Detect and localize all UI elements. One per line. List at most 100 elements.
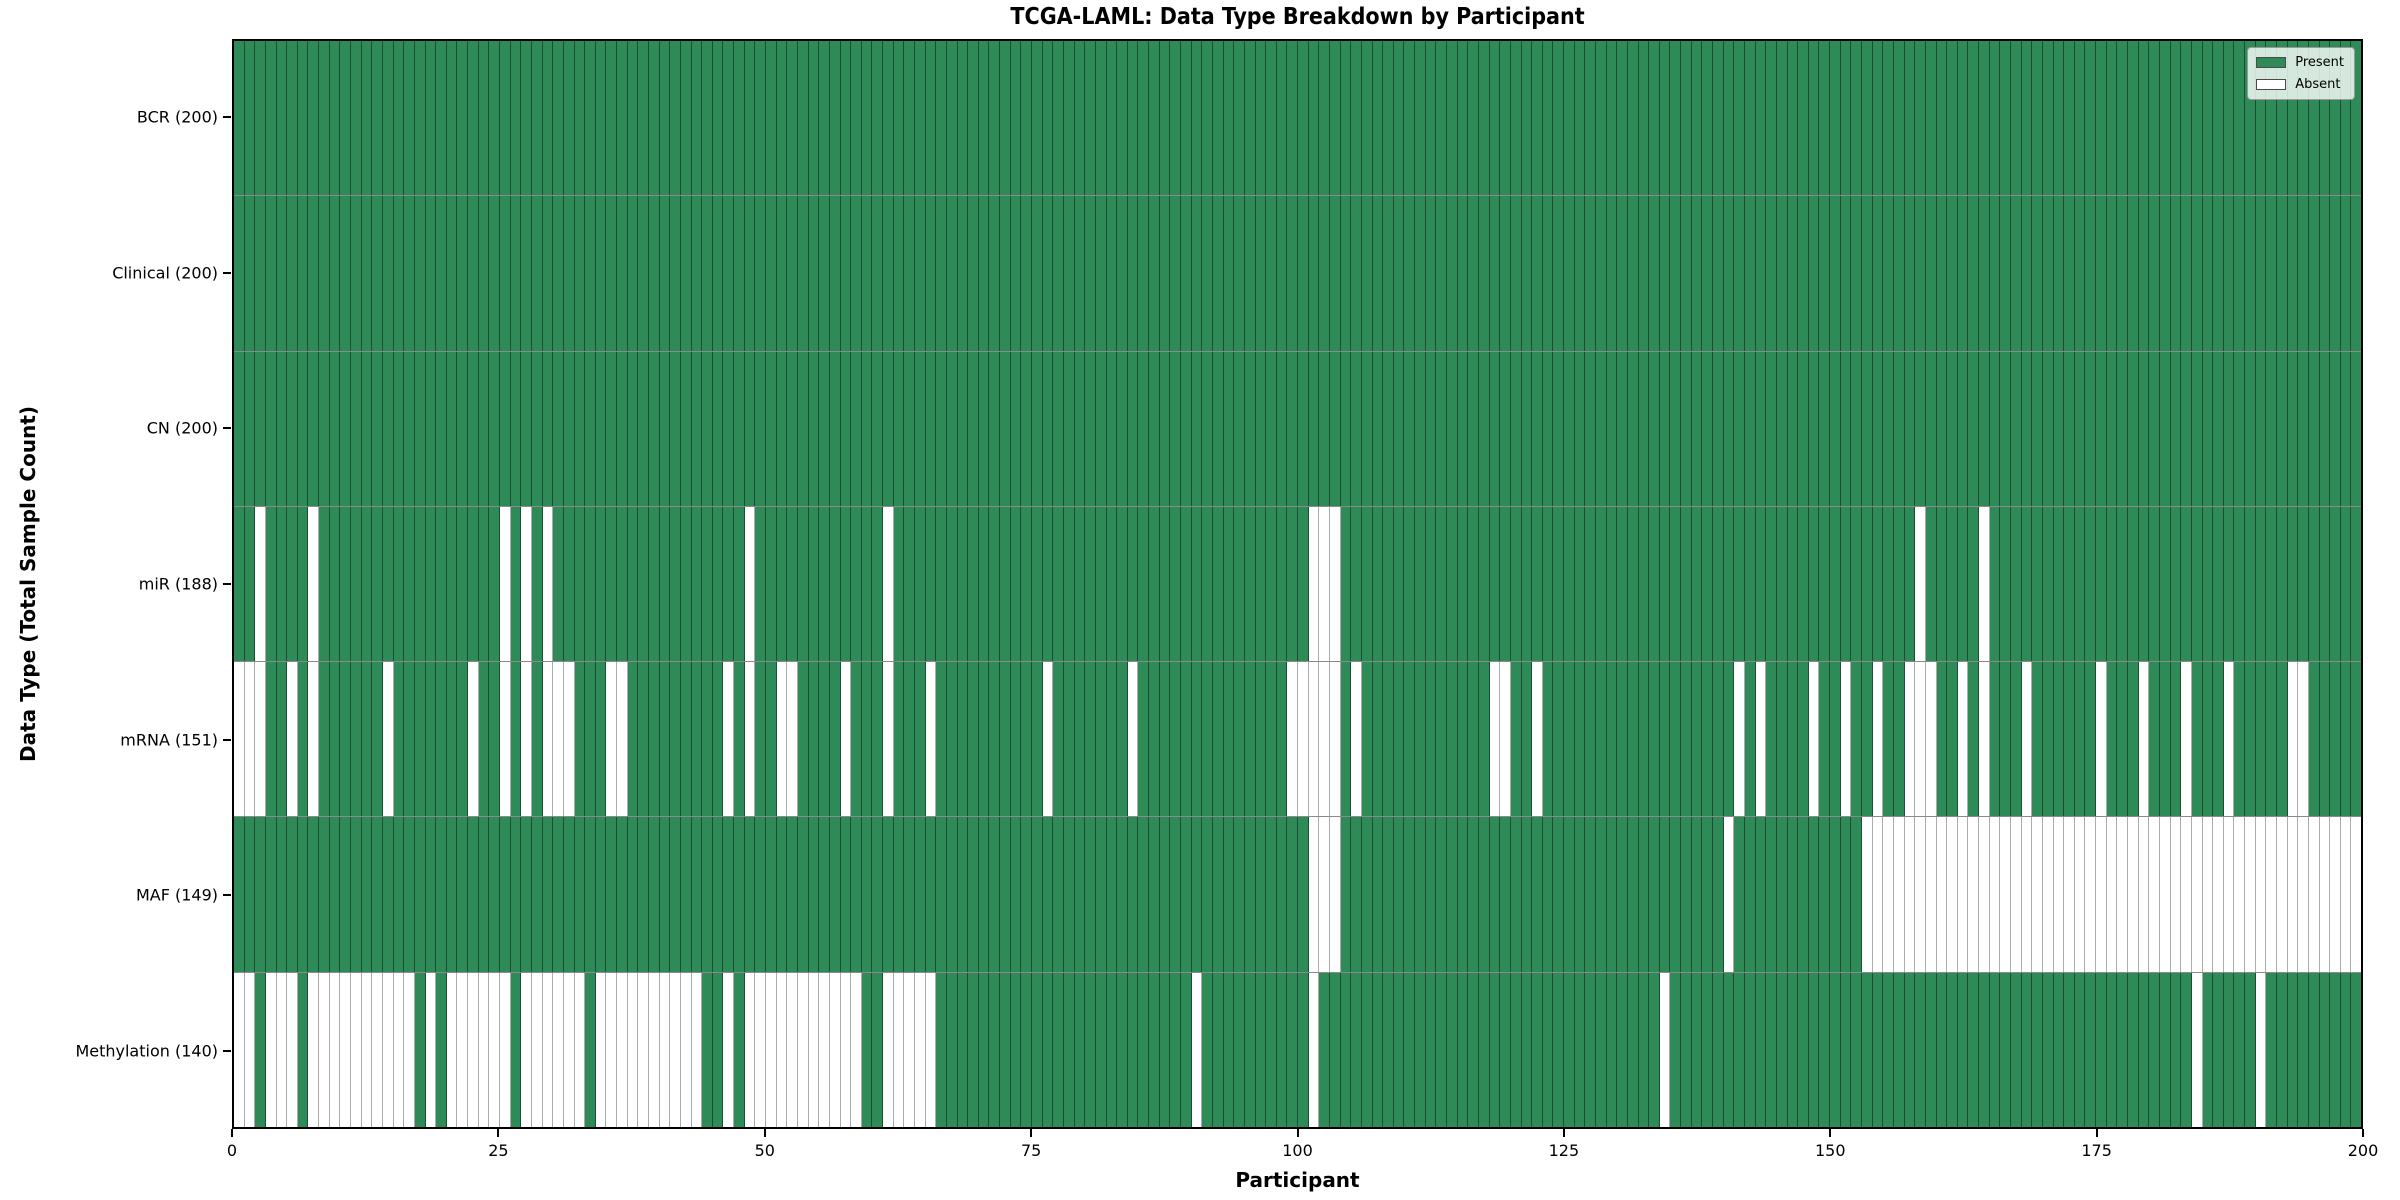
heatmap-cell bbox=[819, 196, 830, 351]
heatmap-cell bbox=[2287, 351, 2299, 506]
heatmap-cell bbox=[500, 817, 511, 972]
heatmap-cell bbox=[510, 196, 522, 351]
heatmap-cell bbox=[1383, 817, 1394, 972]
heatmap-cell bbox=[2245, 972, 2256, 1127]
heatmap-cell bbox=[1574, 972, 1586, 1127]
heatmap-cell bbox=[340, 41, 352, 196]
heatmap-cell bbox=[1308, 196, 1320, 351]
heatmap-cell bbox=[265, 662, 277, 817]
heatmap-cell bbox=[787, 196, 798, 351]
heatmap-cell bbox=[1351, 817, 1362, 972]
heatmap-cell bbox=[1361, 972, 1373, 1127]
heatmap-cell bbox=[2032, 196, 2043, 351]
heatmap-cell bbox=[1489, 506, 1501, 662]
heatmap-row-cn bbox=[234, 351, 2362, 507]
heatmap-cell bbox=[1521, 817, 1533, 972]
heatmap-cell bbox=[1510, 196, 1522, 351]
heatmap-cell bbox=[829, 972, 841, 1127]
heatmap-cell bbox=[1276, 41, 1288, 196]
heatmap-cell bbox=[1776, 817, 1788, 972]
heatmap-cell bbox=[1840, 506, 1852, 662]
heatmap-cell bbox=[1149, 351, 1160, 506]
heatmap-cell bbox=[1819, 817, 1831, 972]
legend-label: Present bbox=[2295, 55, 2344, 70]
heatmap-cell bbox=[1947, 351, 1958, 506]
heatmap-row-methylation bbox=[234, 972, 2362, 1127]
heatmap-cell bbox=[2191, 506, 2203, 662]
heatmap-cell bbox=[1532, 817, 1543, 972]
heatmap-cell bbox=[1266, 662, 1277, 817]
heatmap-cell bbox=[989, 817, 1001, 972]
heatmap-cell bbox=[1415, 351, 1426, 506]
heatmap-cell bbox=[234, 972, 245, 1127]
heatmap-cell bbox=[2106, 41, 2118, 196]
heatmap-cell bbox=[1670, 662, 1682, 817]
heatmap-cell bbox=[2042, 196, 2054, 351]
heatmap-cell bbox=[2234, 662, 2246, 817]
heatmap-cell bbox=[1074, 506, 1086, 662]
heatmap-cell bbox=[1000, 662, 1011, 817]
heatmap-cell bbox=[1862, 817, 1873, 972]
heatmap-cell bbox=[244, 662, 256, 817]
heatmap-cell bbox=[308, 506, 320, 662]
heatmap-cell bbox=[1329, 662, 1341, 817]
heatmap-cell bbox=[1489, 662, 1501, 817]
heatmap-cell bbox=[723, 351, 735, 506]
heatmap-cell bbox=[2287, 817, 2299, 972]
heatmap-cell bbox=[574, 662, 586, 817]
heatmap-cell bbox=[1127, 662, 1139, 817]
heatmap-cell bbox=[1212, 817, 1224, 972]
heatmap-cell bbox=[2181, 817, 2192, 972]
heatmap-cell bbox=[1957, 662, 1969, 817]
heatmap-cell bbox=[1947, 817, 1958, 972]
heatmap-cell bbox=[1138, 817, 1150, 972]
heatmap-cell bbox=[1319, 506, 1330, 662]
heatmap-cell bbox=[1936, 196, 1948, 351]
heatmap-cell bbox=[1606, 351, 1618, 506]
heatmap-cell bbox=[1106, 196, 1118, 351]
heatmap-cell bbox=[2117, 41, 2129, 196]
heatmap-cell bbox=[1191, 506, 1203, 662]
heatmap-cell bbox=[521, 41, 532, 196]
heatmap-cell bbox=[1063, 351, 1075, 506]
heatmap-cell bbox=[840, 351, 852, 506]
heatmap-cell bbox=[1734, 506, 1745, 662]
heatmap-cell bbox=[808, 662, 820, 817]
heatmap-cell bbox=[1425, 351, 1437, 506]
heatmap-cell bbox=[1713, 972, 1724, 1127]
heatmap-cell bbox=[1744, 41, 1756, 196]
heatmap-cell bbox=[1691, 41, 1703, 196]
heatmap-cell bbox=[2128, 351, 2139, 506]
heatmap-cell bbox=[1181, 351, 1192, 506]
heatmap-cell bbox=[723, 817, 735, 972]
heatmap-cell bbox=[968, 662, 979, 817]
heatmap-cell bbox=[978, 506, 990, 662]
heatmap-cell bbox=[1074, 351, 1086, 506]
heatmap-cell bbox=[744, 41, 756, 196]
heatmap-cell bbox=[1234, 817, 1245, 972]
heatmap-cell bbox=[1947, 662, 1958, 817]
heatmap-cell bbox=[2308, 972, 2320, 1127]
heatmap-cell bbox=[2074, 351, 2086, 506]
heatmap-cell bbox=[468, 972, 479, 1127]
heatmap-cell bbox=[1319, 351, 1330, 506]
heatmap-cell bbox=[797, 351, 809, 506]
y-tick-label-bcr: BCR (200) bbox=[136, 107, 218, 127]
heatmap-cell bbox=[1191, 351, 1203, 506]
heatmap-cell bbox=[1212, 506, 1224, 662]
heatmap-cell bbox=[2064, 351, 2075, 506]
heatmap-cell bbox=[946, 972, 958, 1127]
heatmap-cell bbox=[1202, 662, 1213, 817]
heatmap-cell bbox=[936, 196, 947, 351]
heatmap-cell bbox=[797, 41, 809, 196]
legend-item-absent: Absent bbox=[2256, 77, 2344, 92]
heatmap-cell bbox=[1830, 972, 1841, 1127]
heatmap-cell bbox=[1298, 351, 1309, 506]
heatmap-cell bbox=[1170, 351, 1182, 506]
heatmap-cell bbox=[1042, 506, 1054, 662]
heatmap-cell bbox=[393, 972, 405, 1127]
heatmap-cell bbox=[1532, 506, 1543, 662]
heatmap-cell bbox=[840, 662, 852, 817]
heatmap-cell bbox=[1574, 817, 1586, 972]
heatmap-cell bbox=[1308, 817, 1320, 972]
